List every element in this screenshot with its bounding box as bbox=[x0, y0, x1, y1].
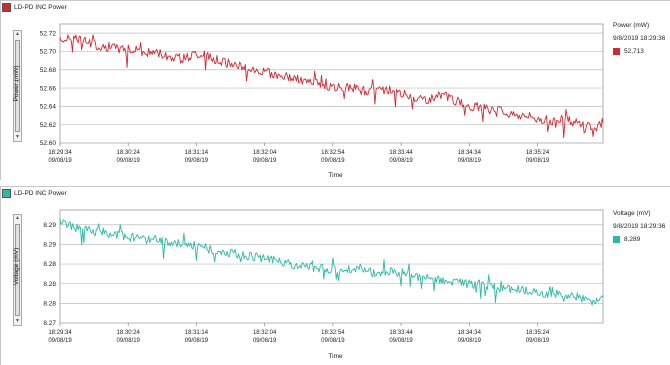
y-tick-label: 8.29 bbox=[43, 222, 56, 229]
x-tick-date-label: 09/08/19 bbox=[458, 158, 482, 164]
panel-top-divider bbox=[0, 186, 670, 187]
y-tick-label: 8.28 bbox=[43, 261, 56, 268]
x-tick-time-label: 18:31:14 bbox=[185, 330, 209, 336]
x-tick-time-label: 18:29:34 bbox=[48, 150, 72, 156]
x-tick-date-label: 09/08/19 bbox=[253, 338, 277, 344]
legend-entry: 8,289 bbox=[613, 235, 665, 244]
y-tick-label: 52.72 bbox=[40, 30, 57, 37]
panel-left-border bbox=[0, 186, 1, 365]
y-axis-title: Voltage (mV) bbox=[13, 248, 20, 286]
x-tick-time-label: 18:31:14 bbox=[185, 150, 209, 156]
x-tick-time-label: 18:32:04 bbox=[253, 330, 277, 336]
legend-value: 52,713 bbox=[624, 48, 644, 55]
voltage-chart: 8.29 8.29 8.28 8.28 8.28 8.27 18:29:34 09/08/19… bbox=[13, 209, 604, 360]
y-tick-label: 52.62 bbox=[40, 122, 57, 129]
scroll-down-arrow-icon[interactable]: ▼ bbox=[15, 318, 20, 324]
x-tick-date-label: 09/08/19 bbox=[321, 338, 345, 344]
panel-header: LD-PD INC Power bbox=[2, 3, 67, 12]
x-tick-time-label: 18:30:24 bbox=[117, 150, 141, 156]
series-color-swatch bbox=[2, 189, 11, 198]
legend-color-box bbox=[613, 236, 620, 243]
panel-top-divider bbox=[0, 0, 670, 1]
panel-left-border bbox=[0, 0, 1, 180]
x-tick-time-label: 18:35:24 bbox=[526, 330, 550, 336]
panel-header: LD-PD INC Power bbox=[2, 189, 67, 198]
y-zoom-scrollbar[interactable]: ▲ ▼ bbox=[13, 30, 22, 142]
y-tick-label: 52.60 bbox=[40, 140, 57, 147]
scroll-thumb[interactable] bbox=[15, 224, 20, 316]
x-tick-time-label: 18:34:34 bbox=[458, 330, 482, 336]
series-color-swatch bbox=[2, 3, 11, 12]
legend-timestamp: 9/8/2019 18:29:36 bbox=[613, 35, 666, 42]
legend: Power (mW) 9/8/2019 18:29:36 52,713 bbox=[613, 21, 665, 56]
plot-area bbox=[59, 23, 604, 144]
x-tick-time-label: 18:34:34 bbox=[458, 150, 482, 156]
scroll-up-arrow-icon[interactable]: ▲ bbox=[15, 215, 20, 221]
x-tick-time-label: 18:30:24 bbox=[117, 330, 141, 336]
y-tick-label: 52.68 bbox=[40, 67, 57, 74]
y-tick-label: 8.29 bbox=[43, 242, 56, 249]
x-axis-title: Time bbox=[328, 353, 343, 360]
y-axis-title: Power (mW) bbox=[13, 65, 20, 101]
legend-title: Power (mW) bbox=[613, 22, 650, 29]
y-tick-label: 52.64 bbox=[40, 104, 57, 111]
y-tick-label: 8.28 bbox=[43, 301, 56, 308]
x-tick-date-label: 09/08/19 bbox=[458, 338, 482, 344]
y-tick-label: 52.70 bbox=[40, 49, 57, 56]
plot-area bbox=[59, 209, 604, 324]
x-tick-time-label: 18:35:24 bbox=[526, 150, 550, 156]
y-tick-label: 8.27 bbox=[43, 320, 56, 327]
legend-value: 8,289 bbox=[624, 236, 641, 243]
x-tick-date-label: 09/08/19 bbox=[253, 158, 277, 164]
x-tick-date-label: 09/08/19 bbox=[321, 158, 345, 164]
x-tick-time-label: 18:32:04 bbox=[253, 150, 277, 156]
legend-color-box bbox=[613, 48, 620, 55]
power-chart: 52.72 52.70 52.68 52.66 52.64 52.62 52.60 18:29… bbox=[13, 23, 604, 179]
x-tick-date-label: 09/08/19 bbox=[117, 158, 141, 164]
series-line bbox=[59, 34, 604, 139]
legend-entry: 52,713 bbox=[613, 47, 665, 56]
y-zoom-scrollbar[interactable]: ▲ ▼ bbox=[13, 214, 22, 326]
y-tick-label: 52.66 bbox=[40, 85, 57, 92]
x-tick-date-label: 09/08/19 bbox=[526, 338, 550, 344]
y-tick-label: 8.28 bbox=[43, 281, 56, 288]
panel-title: LD-PD INC Power bbox=[14, 190, 67, 197]
series-line bbox=[59, 219, 604, 306]
scroll-up-arrow-icon[interactable]: ▲ bbox=[15, 31, 20, 37]
x-tick-time-label: 18:33:44 bbox=[389, 150, 413, 156]
scroll-down-arrow-icon[interactable]: ▼ bbox=[15, 134, 20, 140]
x-tick-time-label: 18:29:34 bbox=[48, 330, 72, 336]
panel-title: LD-PD INC Power bbox=[14, 4, 67, 11]
legend: Voltage (mV) 9/8/2019 18:29:36 8,289 bbox=[613, 209, 665, 244]
legend-title: Voltage (mV) bbox=[613, 210, 651, 217]
x-axis-title: Time bbox=[328, 172, 343, 179]
x-tick-date-label: 09/08/19 bbox=[48, 158, 72, 164]
x-tick-time-label: 18:32:54 bbox=[321, 150, 345, 156]
x-tick-date-label: 09/08/19 bbox=[389, 158, 413, 164]
x-tick-date-label: 09/08/19 bbox=[117, 338, 141, 344]
voltage-chart-panel: LD-PD INC Power ▲ ▼ 8.29 8.29 8.28 8.28 8.28… bbox=[0, 186, 670, 365]
x-tick-time-label: 18:33:44 bbox=[389, 330, 413, 336]
x-tick-date-label: 09/08/19 bbox=[185, 158, 209, 164]
scroll-thumb[interactable] bbox=[15, 40, 20, 132]
x-tick-date-label: 09/08/19 bbox=[185, 338, 209, 344]
x-tick-date-label: 09/08/19 bbox=[389, 338, 413, 344]
x-tick-time-label: 18:32:54 bbox=[321, 330, 345, 336]
x-tick-date-label: 09/08/19 bbox=[526, 158, 550, 164]
power-chart-panel: LD-PD INC Power ▲ ▼ 52.72 52.70 52.68 52.66… bbox=[0, 0, 670, 180]
x-tick-date-label: 09/08/19 bbox=[48, 338, 72, 344]
legend-timestamp: 9/8/2019 18:29:36 bbox=[613, 223, 666, 230]
